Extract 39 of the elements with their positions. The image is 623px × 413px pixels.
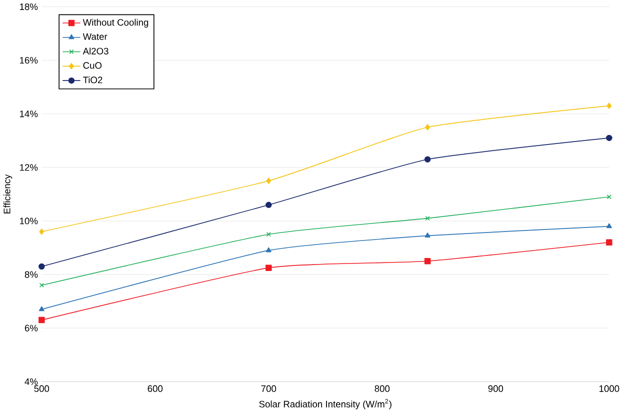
legend-label: Without Cooling bbox=[82, 18, 148, 28]
y-axis-title: Efficiency bbox=[3, 174, 12, 214]
legend-label: TiO2 bbox=[83, 76, 102, 84]
point bbox=[38, 264, 45, 270]
point bbox=[606, 223, 612, 228]
legend-label: Water bbox=[82, 33, 108, 40]
point bbox=[424, 156, 431, 163]
point bbox=[266, 202, 272, 208]
y-tick-label: 10% bbox=[20, 218, 38, 224]
y-tick-label: 8% bbox=[24, 271, 38, 278]
x-tick-label: 500 bbox=[34, 385, 50, 392]
point bbox=[266, 232, 271, 237]
y-tick-label: 16% bbox=[20, 57, 38, 64]
point bbox=[606, 134, 612, 142]
x-tick-label: 700 bbox=[261, 385, 276, 392]
legend-label: CuO bbox=[83, 62, 102, 69]
x-tick-label: 900 bbox=[488, 385, 504, 392]
x-axis-title: Solar Radiation Intensity (W/m$^{2}$) bbox=[259, 399, 392, 410]
point bbox=[606, 239, 612, 246]
y-tick-label: 18% bbox=[20, 4, 38, 10]
point bbox=[266, 247, 272, 252]
point bbox=[425, 124, 430, 130]
y-tick-label: 4% bbox=[24, 378, 38, 386]
point bbox=[266, 264, 272, 272]
point bbox=[38, 306, 44, 312]
point bbox=[38, 317, 45, 324]
y-tick-label: 6% bbox=[24, 324, 38, 332]
point bbox=[424, 232, 430, 238]
y-tick-label: 12% bbox=[20, 164, 38, 171]
y-tick-label: 14% bbox=[20, 110, 38, 118]
x-tick-label: 800 bbox=[374, 385, 390, 392]
x-tick-label: 600 bbox=[148, 385, 163, 392]
point bbox=[606, 102, 612, 110]
x-tick-label: 1000 bbox=[599, 385, 620, 392]
legend-label: Al2O3 bbox=[82, 48, 108, 55]
point bbox=[266, 178, 272, 184]
point bbox=[425, 216, 430, 221]
point bbox=[39, 228, 44, 235]
point bbox=[424, 258, 431, 264]
